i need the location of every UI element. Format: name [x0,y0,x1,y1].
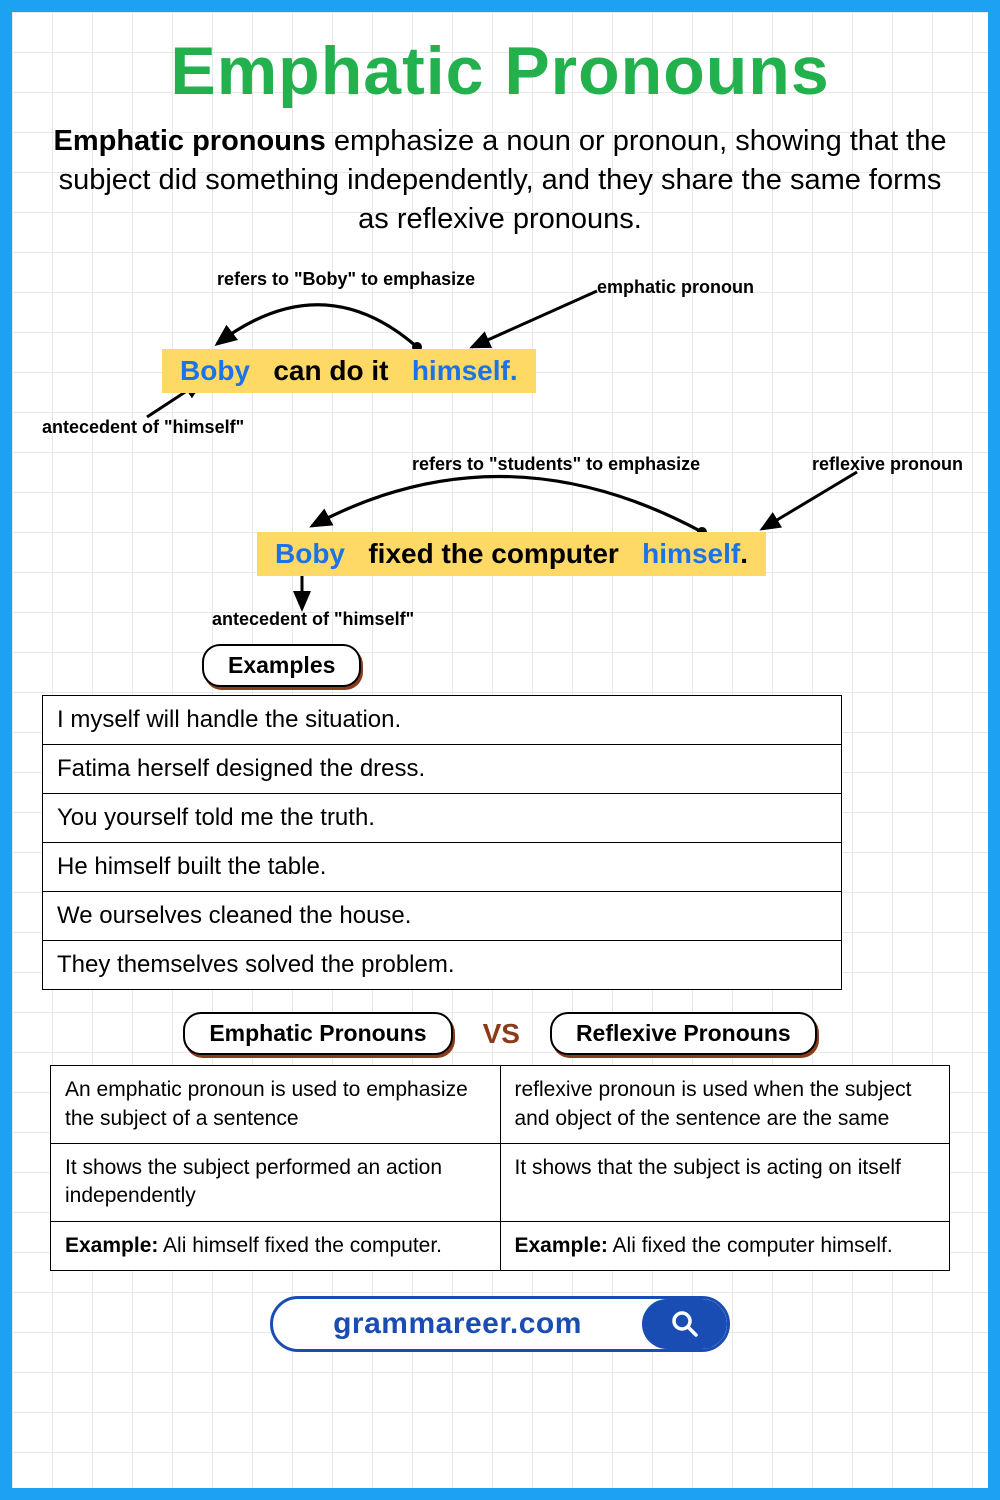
table-row: I myself will handle the situation. [43,696,842,745]
diagram-1: refers to "Boby" to emphasize emphatic p… [42,269,958,444]
vs-header-row: Emphatic Pronouns VS Reflexive Pronouns [42,1012,958,1055]
table-row: You yourself told me the truth. [43,794,842,843]
example-cell: We ourselves cleaned the house. [43,892,842,941]
page-title: Emphatic Pronouns [42,32,958,110]
sentence-1: Boby can do it himself. [162,349,536,393]
examples-section: Examples I myself will handle the situat… [42,644,958,990]
compare-cell: Example: Ali himself fixed the computer. [51,1221,501,1270]
pron-1: himself. [412,355,518,386]
ann-refers-2: refers to "students" to emphasize [412,454,700,475]
example-cell: They themselves solved the problem. [43,941,842,990]
mid-2: fixed the computer [368,538,618,569]
ann-antecedent-2: antecedent of "himself" [212,609,414,630]
table-row: Example: Ali himself fixed the computer.… [51,1221,950,1270]
compare-cell: An emphatic pronoun is used to emphasize… [51,1066,501,1144]
table-row: Fatima herself designed the dress. [43,745,842,794]
site-pill: grammareer.com [270,1296,730,1352]
ann-refers-1: refers to "Boby" to emphasize [217,269,475,290]
intro-text: Emphatic pronouns emphasize a noun or pr… [42,122,958,239]
example-cell: Fatima herself designed the dress. [43,745,842,794]
search-button[interactable] [642,1299,727,1349]
table-row: He himself built the table. [43,843,842,892]
examples-table: I myself will handle the situation.Fatim… [42,695,842,990]
table-row: An emphatic pronoun is used to emphasize… [51,1066,950,1144]
diagram-2: refers to "students" to emphasize reflex… [42,454,958,634]
intro-bold: Emphatic pronouns [54,125,326,157]
example-cell: He himself built the table. [43,843,842,892]
subj-2: Boby [275,538,345,569]
examples-header: Examples [202,644,361,687]
table-row: It shows the subject performed an action… [51,1144,950,1222]
compare-cell: Example: Ali fixed the computer himself. [500,1221,950,1270]
page: Emphatic Pronouns Emphatic pronouns emph… [12,12,988,1488]
ann-type-2: reflexive pronoun [812,454,963,475]
search-icon [670,1309,700,1339]
vs-right-header: Reflexive Pronouns [550,1012,817,1055]
ann-type-1: emphatic pronoun [597,277,754,298]
example-cell: You yourself told me the truth. [43,794,842,843]
pron-2: himself [642,538,740,569]
subj-1: Boby [180,355,250,386]
compare-cell: It shows that the subject is acting on i… [500,1144,950,1222]
ann-antecedent-1: antecedent of "himself" [42,417,244,438]
vs-label: VS [483,1018,520,1050]
mid-1: can do it [273,355,388,386]
table-row: We ourselves cleaned the house. [43,892,842,941]
sentence-2: Boby fixed the computer himself. [257,532,766,576]
vs-left-header: Emphatic Pronouns [183,1012,452,1055]
example-cell: I myself will handle the situation. [43,696,842,745]
compare-cell: It shows the subject performed an action… [51,1144,501,1222]
compare-cell: reflexive pronoun is used when the subje… [500,1066,950,1144]
site-url: grammareer.com [273,1307,642,1341]
compare-table: An emphatic pronoun is used to emphasize… [50,1065,950,1271]
table-row: They themselves solved the problem. [43,941,842,990]
